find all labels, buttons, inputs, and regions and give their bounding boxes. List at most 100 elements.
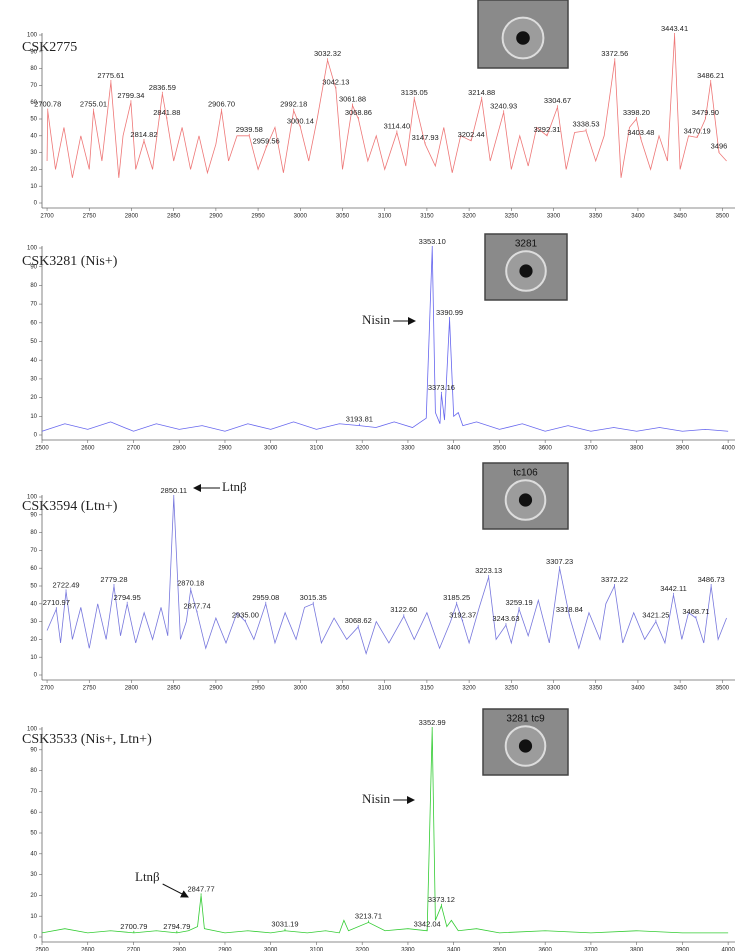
x-tick-label: 3900 [676,446,690,452]
x-tick-label: 2500 [35,948,49,951]
x-tick-label: 2750 [83,686,97,692]
peak-label: 3061.88 [339,95,366,104]
peak-label: 2906.70 [208,100,235,109]
peak-label: 3202.44 [458,130,485,139]
y-tick-label: 30 [30,619,37,625]
chart-title: CSK3533 (Nis+, Ltn+) [22,732,152,747]
peak-label: 3031.19 [271,920,298,929]
peak-label: 3372.22 [601,575,628,584]
x-tick-label: 4000 [721,948,735,951]
inset-label: tc106 [513,468,538,479]
peak-label: 3318.84 [556,605,583,614]
peak-label: 3122.60 [390,605,417,614]
peak-label: 2959.56 [253,137,280,146]
peak-label: 2814.82 [130,130,157,139]
peak-label: 3468.71 [682,607,709,616]
y-tick-label: 10 [30,414,37,420]
x-tick-label: 3450 [673,686,687,692]
x-tick-label: 3300 [401,948,415,951]
peak-label: 3304.67 [544,96,571,105]
y-tick-label: 100 [27,727,38,733]
y-tick-label: 50 [30,584,37,590]
peak-label: 2836.59 [149,83,176,92]
x-tick-label: 3350 [589,686,603,692]
x-tick-label: 3400 [447,446,461,452]
x-tick-label: 3350 [589,214,603,220]
peak-label: 3373.16 [428,383,455,392]
x-tick-label: 3500 [493,948,507,951]
y-tick-label: 20 [30,167,37,173]
x-tick-label: 3300 [401,446,415,452]
peak-label: 3032.32 [314,49,341,58]
x-tick-label: 2700 [127,948,141,951]
x-tick-label: 2600 [81,446,95,452]
inset-label: 3281 [515,239,538,250]
x-tick-label: 2950 [251,686,265,692]
peak-label: 2775.61 [97,71,124,80]
y-tick-label: 80 [30,530,37,536]
y-tick-label: 70 [30,83,37,89]
x-tick-label: 2900 [209,214,223,220]
x-tick-label: 3200 [462,686,476,692]
y-tick-label: 30 [30,872,37,878]
x-tick-label: 2900 [218,948,232,951]
y-tick-label: 90 [30,264,37,270]
x-tick-label: 3900 [676,948,690,951]
x-tick-label: 3500 [716,214,730,220]
x-tick-label: 3500 [493,446,507,452]
y-tick-label: 60 [30,320,37,326]
x-tick-label: 2900 [218,446,232,452]
y-tick-label: 40 [30,851,37,857]
inset-colony [516,31,530,45]
x-tick-label: 3300 [547,686,561,692]
y-tick-label: 10 [30,655,37,661]
x-tick-label: 3800 [630,446,644,452]
y-tick-label: 40 [30,601,37,607]
inset-label: 3281 tc9 [506,714,545,725]
peak-label: 2877.74 [184,602,211,611]
x-tick-label: 3000 [294,686,308,692]
x-tick-label: 2600 [81,948,95,951]
x-tick-label: 3000 [264,948,278,951]
x-tick-label: 3200 [356,948,370,951]
annotation: Ltnβ [135,869,160,884]
peak-label: 3479.90 [692,108,719,117]
peak-label: 2935.00 [232,611,259,620]
peak-label: 3214.88 [468,88,495,97]
x-tick-label: 3600 [538,948,552,951]
peak-label: 2939.58 [236,125,263,134]
y-tick-label: 70 [30,789,37,795]
inset-colony [518,493,533,507]
x-tick-label: 3700 [584,948,598,951]
peak-label: 2959.08 [252,593,279,602]
peak-label: 3372.56 [601,49,628,58]
peak-label: 3223.13 [475,566,502,575]
peak-label: 3292.31 [533,125,560,134]
peak-label: 3342.04 [414,920,441,929]
x-tick-label: 3300 [547,214,561,220]
x-tick-label: 2700 [40,686,54,692]
peak-label: 2710.97 [43,598,70,607]
peak-label: 3307.23 [546,557,573,566]
x-tick-label: 2750 [83,214,97,220]
y-tick-label: 30 [30,150,37,156]
peak-label: 3240.93 [490,101,517,110]
y-tick-label: 0 [34,433,38,439]
x-tick-label: 2500 [35,446,49,452]
x-tick-label: 3000 [294,214,308,220]
y-tick-label: 50 [30,831,37,837]
peak-label: 2794.79 [163,922,190,931]
y-tick-label: 90 [30,512,37,518]
x-tick-label: 3200 [356,446,370,452]
peak-label: 2847.77 [188,884,215,893]
y-tick-label: 60 [30,810,37,816]
x-tick-label: 3150 [420,686,434,692]
peak-label: 3390.99 [436,308,463,317]
peak-label: 3042.13 [322,78,349,87]
peak-label: 3496 [711,142,728,151]
annotation-arrow [162,883,189,898]
peak-label: 2799.34 [117,91,144,100]
peak-label: 3442.11 [660,584,687,593]
y-tick-label: 0 [34,201,38,207]
y-tick-label: 80 [30,66,37,72]
